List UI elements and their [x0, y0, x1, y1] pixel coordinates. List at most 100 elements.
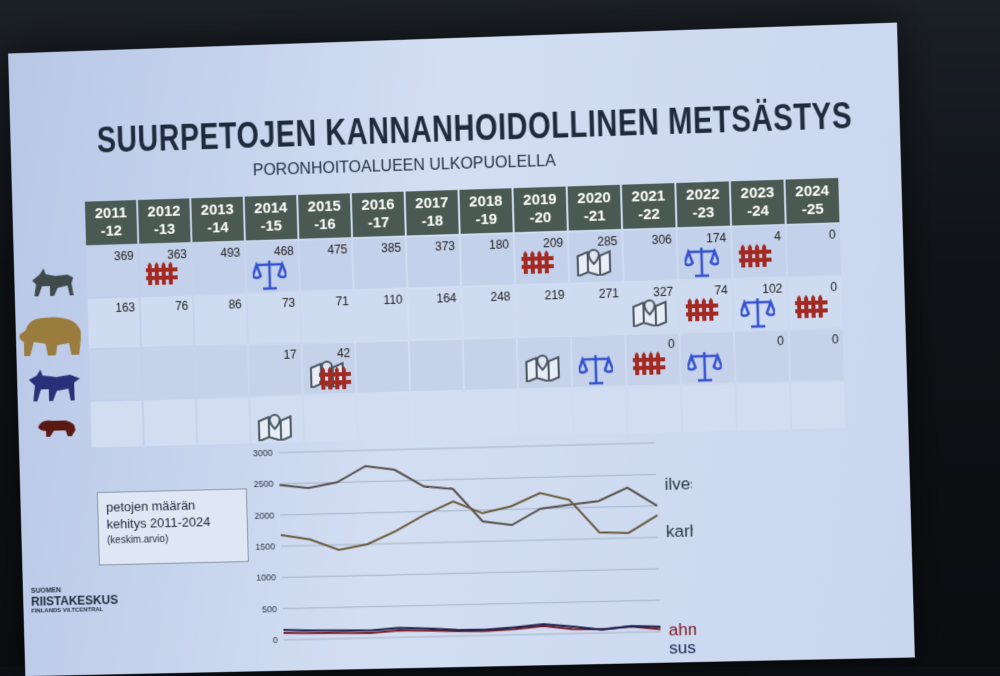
season-header-3: 2014-15	[245, 195, 298, 240]
slide-subtitle: PORONHOITOALUEEN ULKOPUOLELLA	[253, 153, 556, 181]
season-suffix: -24	[731, 202, 784, 222]
logo-line-3: FINLANDS VILTCENTRAL	[31, 607, 118, 615]
cell-value: 71	[335, 294, 349, 308]
season-suffix: -21	[568, 207, 621, 227]
population-chart: 050010001500200025003000ilveskarhuahmasu…	[231, 430, 697, 671]
cell-value: 164	[436, 291, 456, 306]
table-cell	[90, 401, 142, 448]
cell-value: 271	[599, 286, 620, 301]
table-cell: 369	[86, 246, 139, 297]
table-cell	[250, 396, 303, 443]
table-cell	[572, 335, 626, 387]
fence-icon	[686, 296, 719, 324]
cell-value: 0	[829, 227, 836, 241]
cell-value: 385	[381, 241, 401, 256]
cell-value: 0	[777, 334, 784, 348]
series-label-karhu: karhu	[666, 521, 697, 541]
season-suffix: -18	[406, 212, 458, 232]
cell-value: 0	[832, 332, 839, 346]
season-header-5: 2016-17	[352, 192, 405, 238]
season-year: 2015	[298, 197, 350, 217]
cell-value: 369	[114, 249, 134, 263]
season-suffix: -17	[352, 214, 404, 234]
y-tick-label: 2000	[254, 510, 274, 520]
scales-icon	[687, 349, 722, 387]
cell-value: 248	[490, 289, 510, 304]
season-year: 2024	[786, 182, 839, 202]
scales-icon	[684, 244, 719, 282]
y-tick-label: 3000	[253, 448, 273, 459]
table-cell	[464, 338, 517, 389]
season-year: 2014	[245, 199, 297, 219]
harvest-table: 2011-122012-132013-142014-152015-162016-…	[83, 176, 847, 450]
gridline	[279, 443, 656, 453]
cell-value: 306	[651, 232, 672, 247]
table-cell: 363	[139, 244, 192, 295]
season-suffix: -23	[677, 203, 730, 223]
table-cell	[304, 395, 357, 442]
cell-value: 110	[383, 293, 402, 308]
season-year: 2017	[406, 194, 458, 214]
table-cell	[357, 393, 410, 440]
cell-value: 373	[435, 239, 455, 254]
series-label-ilves: ilves	[664, 474, 696, 494]
season-year: 2019	[514, 191, 567, 211]
table-cell: 86	[194, 294, 247, 345]
table-cell	[465, 390, 518, 437]
season-header-0: 2011-12	[85, 200, 137, 245]
table-cell	[791, 382, 845, 430]
season-header-1: 2012-13	[138, 198, 190, 243]
season-header-11: 2022-23	[676, 181, 730, 227]
riistakeskus-logo: SUOMEN RIISTAKESKUS FINLANDS VILTCENTRAL	[31, 586, 119, 615]
wolf-icon	[27, 366, 83, 405]
table-cell: 71	[301, 291, 354, 342]
table-cell	[573, 387, 627, 435]
logo-line-2: RIISTAKESKUS	[31, 593, 118, 609]
table-cell: 110	[355, 289, 408, 340]
chart-callout: petojen määrän kehitys 2011-2024 (keskim…	[97, 488, 249, 565]
season-year: 2011	[85, 204, 137, 223]
table-cell: 0	[787, 224, 841, 276]
cell-value: 0	[668, 337, 675, 351]
table-cell: 209	[515, 233, 569, 285]
table-cell: 164	[408, 288, 461, 339]
projected-slide: SUURPETOJEN KANNANHOIDOLLINEN METSÄSTYS …	[8, 23, 915, 676]
table-cell: 174	[678, 228, 732, 280]
table-cell: 373	[407, 236, 460, 288]
table-cell: 163	[88, 297, 141, 348]
table-cell: 0	[626, 334, 680, 386]
fence-icon	[795, 293, 828, 321]
table-cell: 285	[569, 231, 623, 283]
table-cell: 102	[734, 278, 788, 330]
table-cell	[518, 337, 572, 389]
table-cell	[682, 384, 736, 432]
table-cell	[142, 347, 195, 398]
table-cell: 0	[735, 331, 789, 383]
map-fence-icon	[309, 359, 350, 393]
gridline	[283, 600, 660, 608]
season-year: 2023	[731, 184, 784, 204]
callout-line-3: (keskim.arvio)	[107, 529, 240, 549]
table-cell	[628, 386, 682, 434]
season-header-12: 2023-24	[731, 180, 785, 226]
season-header-7: 2018-19	[459, 188, 512, 234]
cell-value: 17	[283, 348, 297, 362]
table-cell: 271	[570, 283, 624, 335]
series-line-susi	[283, 622, 660, 637]
fence-icon	[739, 242, 772, 270]
table-cell: 385	[353, 238, 406, 289]
map-icon	[631, 298, 668, 330]
season-suffix: -15	[245, 217, 297, 237]
series-line-ilves	[279, 459, 658, 531]
season-year: 2012	[138, 202, 190, 221]
season-header-6: 2017-18	[406, 190, 459, 236]
season-year: 2020	[568, 189, 621, 209]
table-cell	[144, 399, 197, 446]
table-cell: 73	[247, 293, 300, 344]
y-tick-label: 2500	[254, 479, 274, 490]
table-cell: 0	[788, 277, 842, 329]
cell-value: 180	[489, 237, 509, 252]
season-year: 2022	[676, 185, 729, 205]
map-icon	[575, 247, 612, 279]
table-cell: 4	[732, 226, 786, 278]
